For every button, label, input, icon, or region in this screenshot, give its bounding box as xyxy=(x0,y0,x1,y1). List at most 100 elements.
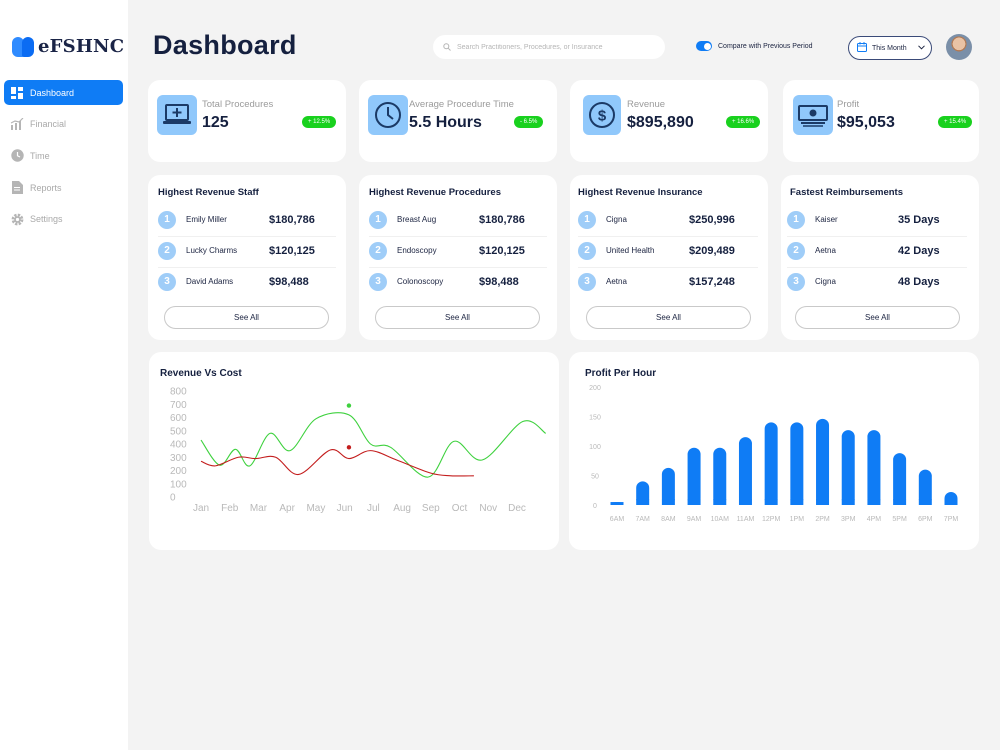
rank-badge: 1 xyxy=(158,210,176,229)
y-tick-label: 0 xyxy=(593,503,597,510)
item-value: $120,125 xyxy=(479,244,525,257)
chart-card-revenue-vs-cost: Revenue Vs Cost 0 100 200 300 400 500 600 700 80… xyxy=(149,352,559,550)
see-all-button[interactable]: See All xyxy=(375,306,540,329)
bar xyxy=(661,467,675,505)
kpi-change-badge: + 12.5% xyxy=(302,116,337,128)
y-tick-label: 100 xyxy=(170,479,187,490)
item-name: Kaiser xyxy=(815,215,838,224)
item-name: Emily Miller xyxy=(186,215,227,224)
item-value: 35 Days xyxy=(898,213,940,226)
compare-toggle[interactable] xyxy=(696,41,712,51)
chart-title: Profit Per Hour xyxy=(585,368,657,379)
rank-badge: 2 xyxy=(158,241,176,260)
x-tick-label: Jul xyxy=(367,503,380,514)
kpi-card-revenue: $ Revenue $895,890 + 16.6% xyxy=(570,80,768,162)
app-logo[interactable]: eFSHNC xyxy=(12,36,124,57)
bar xyxy=(738,437,752,505)
sidebar-item-label: Financial xyxy=(30,119,67,130)
rank-badge: 2 xyxy=(578,241,596,260)
bar-base xyxy=(841,499,855,505)
x-tick-label: Nov xyxy=(479,503,497,514)
list-item: 2 Lucky Charms $120,125 xyxy=(158,235,336,266)
x-tick-label: 12PM xyxy=(762,516,780,523)
x-tick-label: Aug xyxy=(393,503,411,514)
x-tick-label: 3PM xyxy=(841,516,856,523)
bar xyxy=(687,447,701,505)
kpi-label: Total Procedures xyxy=(202,99,274,110)
x-tick-label: Dec xyxy=(508,503,526,514)
bar-base xyxy=(687,499,701,505)
money-icon xyxy=(793,95,833,135)
kpi-card-average-procedure-time: Average Procedure Time 5.5 Hours - 6.5% xyxy=(359,80,557,162)
list-item: 2 United Health $209,489 xyxy=(578,235,758,266)
card-title: Fastest Reimbursements xyxy=(790,187,903,198)
kpi-value: $95,053 xyxy=(837,114,895,131)
divider xyxy=(578,236,758,237)
list-item: 1 Emily Miller $180,786 xyxy=(158,204,336,235)
x-tick-label: Jun xyxy=(337,503,353,514)
list-item: 1 Kaiser 35 Days xyxy=(787,204,967,235)
sidebar-item-financial[interactable]: Financial xyxy=(4,112,123,137)
x-tick-label: 11AM xyxy=(737,516,755,523)
document-icon xyxy=(10,181,24,195)
kpi-card-total-procedures: Total Procedures 125 + 12.5% xyxy=(148,80,346,162)
divider xyxy=(369,267,547,268)
bar-base xyxy=(764,499,778,505)
x-tick-label: Sep xyxy=(422,503,440,514)
compare-toggle-group: Compare with Previous Period xyxy=(696,41,813,51)
x-tick-label: Jan xyxy=(193,503,209,514)
grid-icon xyxy=(10,86,24,100)
page-title: Dashboard xyxy=(153,30,297,60)
sidebar-item-label: Settings xyxy=(30,214,63,225)
x-tick-label: Feb xyxy=(221,503,239,514)
avatar[interactable] xyxy=(946,34,972,60)
kpi-card-profit: Profit $95,053 + 15.4% xyxy=(783,80,979,162)
bar-base xyxy=(893,499,907,505)
profit-per-hour-chart: 0 50 100 150 200 6AM 7AM 8AM 9AM 10AM 11AM 12PM 1PM 2… xyxy=(589,385,959,523)
y-tick-label: 700 xyxy=(170,400,187,411)
sidebar-item-settings[interactable]: Settings xyxy=(4,207,123,232)
y-tick-label: 200 xyxy=(170,466,187,477)
search-bar[interactable] xyxy=(433,35,665,59)
see-all-button[interactable]: See All xyxy=(586,306,751,329)
bar-base xyxy=(713,499,727,505)
list-item: 2 Endoscopy $120,125 xyxy=(369,235,547,266)
chart-icon xyxy=(10,117,24,131)
clock-icon xyxy=(10,149,24,163)
item-name: Endoscopy xyxy=(397,246,437,255)
see-all-button[interactable]: See All xyxy=(164,306,329,329)
chevron-down-icon xyxy=(917,44,925,52)
sidebar-item-dashboard[interactable]: Dashboard xyxy=(4,80,123,105)
x-tick-label: 7PM xyxy=(944,516,959,523)
sidebar-item-label: Reports xyxy=(30,182,62,193)
bar-base xyxy=(918,499,932,505)
see-all-button[interactable]: See All xyxy=(795,306,960,329)
x-tick-label: 6AM xyxy=(610,516,625,523)
item-name: Aetna xyxy=(606,277,627,286)
bar xyxy=(867,430,881,505)
bar xyxy=(816,418,830,505)
kpi-value: 5.5 Hours xyxy=(409,114,482,131)
series-line-0 xyxy=(200,412,547,478)
x-tick-label: 7AM xyxy=(635,516,650,523)
item-name: David Adams xyxy=(186,277,234,286)
item-name: Breast Aug xyxy=(397,215,437,224)
kpi-label: Revenue xyxy=(627,99,666,110)
search-input[interactable] xyxy=(457,43,657,51)
sidebar-item-reports[interactable]: Reports xyxy=(4,175,123,200)
highlight-point-0 xyxy=(346,403,352,408)
y-tick-label: 150 xyxy=(589,415,601,422)
sidebar-item-time[interactable]: Time xyxy=(4,143,123,168)
list-card-highest-revenue-procedures: Highest Revenue Procedures 1 Breast Aug … xyxy=(359,175,557,340)
y-tick-label: 300 xyxy=(170,453,187,464)
chart-title: Revenue Vs Cost xyxy=(160,368,242,379)
logo-text: eFSHNC xyxy=(38,36,125,57)
x-tick-label: 2PM xyxy=(815,516,830,523)
svg-text:$: $ xyxy=(598,108,607,125)
item-name: Cigna xyxy=(606,215,627,224)
kpi-value: $895,890 xyxy=(627,114,694,131)
bar-base xyxy=(610,502,624,505)
period-dropdown[interactable]: This Month xyxy=(848,36,932,60)
card-title: Highest Revenue Procedures xyxy=(369,187,501,198)
laptop-medical-icon xyxy=(157,95,197,135)
